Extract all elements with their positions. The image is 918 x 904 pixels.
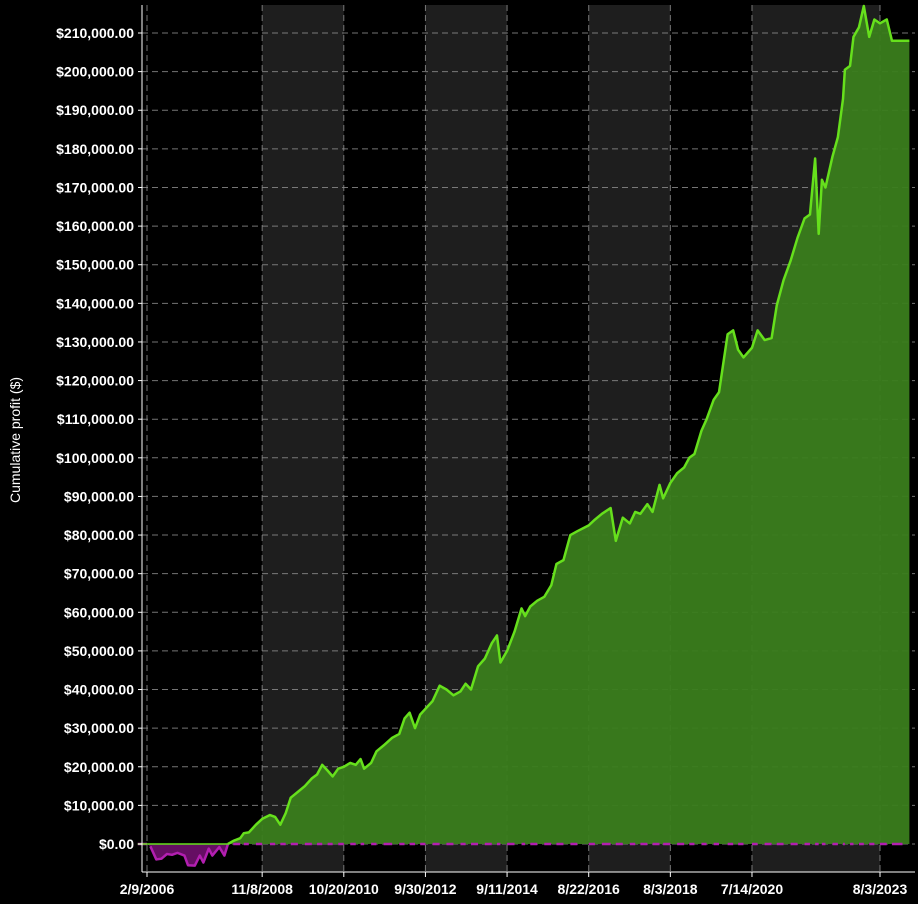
y-tick-label-19: $190,000.00	[56, 102, 134, 118]
y-tick-label-9: $90,000.00	[64, 488, 134, 504]
x-tick-label-6: 8/3/2018	[643, 881, 698, 897]
x-tick-label-0: 2/9/2006	[120, 881, 175, 897]
y-tick-label-5: $50,000.00	[64, 643, 134, 659]
y-tick-label-10: $100,000.00	[56, 450, 134, 466]
y-tick-label-11: $110,000.00	[57, 411, 134, 427]
y-tick-label-2: $20,000.00	[64, 759, 134, 775]
y-tick-label-8: $80,000.00	[64, 527, 134, 543]
y-tick-label-0: $0.00	[99, 836, 134, 852]
y-tick-label-1: $10,000.00	[64, 797, 134, 813]
y-tick-label-17: $170,000.00	[56, 179, 134, 195]
x-tick-label-7: 7/14/2020	[721, 881, 783, 897]
y-tick-label-21: $210,000.00	[56, 25, 134, 41]
y-tick-label-16: $160,000.00	[56, 218, 134, 234]
profit-area	[137, 5, 910, 845]
profit-areas	[137, 5, 910, 866]
y-tick-label-15: $150,000.00	[56, 257, 134, 273]
x-tick-label-4: 9/11/2014	[476, 881, 538, 897]
x-tick-label-2: 10/20/2010	[309, 881, 379, 897]
shaded-band-0	[262, 5, 344, 872]
x-tick-labels: 2/9/2006 11/8/2008 10/20/2010 9/30/2012 9/11…	[120, 872, 908, 897]
y-tick-label-12: $120,000.00	[56, 373, 134, 389]
axes	[141, 5, 915, 873]
y-tick-label-7: $70,000.00	[64, 566, 134, 582]
y-tick-label-4: $40,000.00	[64, 682, 134, 698]
y-axis-title: Cumulative profit ($)	[7, 377, 23, 503]
x-tick-label-8: 8/3/2023	[853, 881, 908, 897]
y-tick-label-13: $130,000.00	[56, 334, 134, 350]
x-tick-label-5: 8/22/2016	[558, 881, 620, 897]
y-tick-labels: $0.00 $10,000.00 $20,000.00 $30,000.00 $40,0…	[56, 25, 142, 852]
y-tick-label-3: $30,000.00	[64, 720, 134, 736]
x-tick-label-3: 9/30/2012	[394, 881, 456, 897]
profit-lines	[137, 4, 910, 867]
y-tick-label-6: $60,000.00	[64, 604, 134, 620]
loss-line-1	[149, 843, 230, 867]
y-tick-label-18: $180,000.00	[56, 141, 134, 157]
loss-area	[137, 844, 910, 866]
y-tick-label-14: $140,000.00	[56, 295, 134, 311]
x-tick-label-1: 11/8/2008	[231, 881, 293, 897]
y-tick-label-20: $200,000.00	[56, 64, 134, 80]
profit-line	[227, 4, 910, 846]
